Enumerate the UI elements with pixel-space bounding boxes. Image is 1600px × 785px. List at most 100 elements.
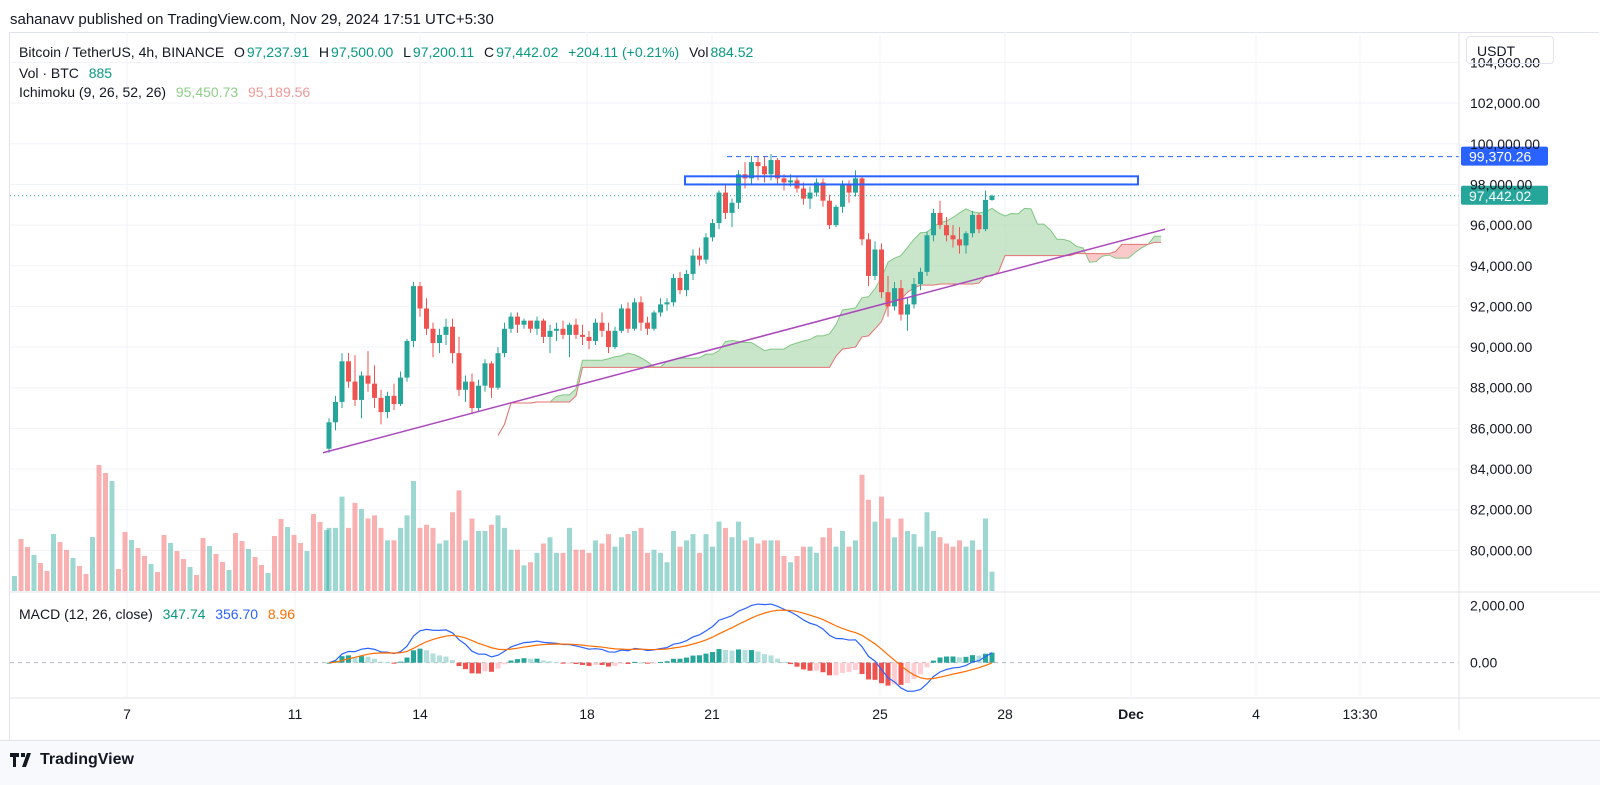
ichimoku-cloud-segment bbox=[680, 358, 687, 368]
ichimoku-cloud-segment bbox=[1115, 244, 1122, 259]
resistance-price-badge-text: 99,370.26 bbox=[1469, 149, 1531, 165]
volume-bar bbox=[346, 527, 351, 591]
ichimoku-cloud-segment bbox=[751, 342, 758, 368]
volume-bar bbox=[606, 534, 611, 591]
macd-histogram-bar bbox=[658, 661, 663, 663]
candle-body bbox=[632, 302, 637, 329]
macd-histogram-bar bbox=[489, 662, 494, 672]
change-value: +204.11 (+0.21%) bbox=[568, 44, 680, 60]
volume-bar bbox=[18, 539, 24, 591]
ichimoku-cloud-segment bbox=[979, 211, 986, 284]
ichimoku-cloud-segment bbox=[1135, 244, 1142, 253]
macd-histogram-bar bbox=[619, 662, 624, 664]
macd-histogram-bar bbox=[905, 662, 910, 684]
volume-bar bbox=[489, 524, 494, 591]
macd-histogram-bar bbox=[885, 662, 891, 686]
ichimoku-cloud-segment bbox=[829, 324, 836, 368]
volume-indicator-name: Vol · BTC bbox=[19, 65, 79, 81]
volume-bar bbox=[827, 527, 832, 591]
volume-bar bbox=[463, 540, 468, 591]
ichimoku-cloud-segment bbox=[699, 354, 706, 368]
macd-histogram-bar bbox=[853, 662, 858, 670]
ichimoku-cloud-segment bbox=[634, 354, 641, 368]
ichimoku-cloud-segment bbox=[706, 354, 713, 368]
volume-bar bbox=[359, 509, 364, 591]
candle-body bbox=[619, 308, 624, 331]
price-axis-label: 102,000.00 bbox=[1470, 95, 1540, 111]
macd-signal-value: 8.96 bbox=[267, 606, 296, 622]
macd-histogram-bar bbox=[404, 657, 410, 663]
candle-body bbox=[411, 286, 416, 341]
footer-bar: TradingView bbox=[0, 740, 1600, 785]
volume-bar bbox=[547, 537, 553, 591]
currency-selector[interactable]: USDT bbox=[1466, 36, 1554, 64]
ichimoku-cloud-segment bbox=[1005, 213, 1012, 256]
macd-histogram-bar bbox=[983, 653, 988, 663]
candle-body bbox=[918, 271, 923, 285]
macd-histogram-bar bbox=[456, 662, 462, 667]
volume-bar bbox=[116, 569, 121, 591]
ichimoku-cloud-segment bbox=[1024, 208, 1031, 256]
candle-body bbox=[833, 206, 839, 226]
volume-indicator-legend[interactable]: Vol · BTC 885 bbox=[19, 65, 114, 81]
ichimoku-cloud-segment bbox=[556, 394, 563, 402]
candle-body bbox=[463, 381, 468, 390]
ichimoku-cloud-segment bbox=[842, 308, 849, 350]
tradingview-logo[interactable]: TradingView bbox=[10, 751, 134, 769]
volume-bar bbox=[226, 570, 232, 591]
volume-bar bbox=[502, 527, 507, 591]
time-axis-label: 11 bbox=[288, 706, 303, 722]
volume-bar bbox=[703, 534, 709, 591]
time-axis-label: 7 bbox=[123, 706, 131, 722]
candle-body bbox=[768, 160, 774, 175]
macd-histogram-bar bbox=[755, 651, 761, 663]
macd-histogram-bar bbox=[716, 649, 722, 663]
candle-body bbox=[450, 326, 455, 354]
candle-body bbox=[528, 320, 533, 329]
macd-histogram-bar bbox=[768, 655, 774, 663]
macd-signal-line bbox=[328, 609, 993, 680]
volume-bar bbox=[716, 521, 722, 591]
volume-bar bbox=[207, 546, 212, 591]
symbol-name[interactable]: Bitcoin / TetherUS, 4h, BINANCE bbox=[19, 44, 225, 60]
volume-bar bbox=[710, 546, 715, 591]
macd-histogram-bar bbox=[573, 662, 579, 665]
macd-histogram-bar bbox=[567, 662, 572, 664]
volume-bar bbox=[528, 562, 533, 591]
ichimoku-cloud-segment bbox=[628, 353, 635, 368]
macd-histogram-bar bbox=[385, 662, 390, 664]
candle-body bbox=[417, 286, 423, 309]
ichimoku-span-a-line bbox=[497, 207, 1161, 436]
volume-bar bbox=[174, 551, 180, 591]
publish-header: sahanavv published on TradingView.com, N… bbox=[0, 0, 1600, 32]
macd-histogram-bar bbox=[664, 661, 670, 663]
volume-bar bbox=[788, 562, 793, 591]
ichimoku-cloud-segment bbox=[686, 358, 693, 368]
candle-body bbox=[476, 385, 481, 409]
ichimoku-cloud-segment bbox=[907, 239, 914, 293]
volume-bar bbox=[905, 531, 910, 591]
ichimoku-cloud-segment bbox=[771, 349, 778, 368]
tradingview-logo-icon bbox=[10, 753, 31, 767]
candle-body bbox=[352, 381, 358, 400]
ichimoku-cloud-segment bbox=[1122, 244, 1129, 259]
candle-body bbox=[424, 308, 429, 329]
candle-body bbox=[333, 401, 338, 423]
candle-body bbox=[911, 284, 917, 305]
candle-body bbox=[983, 199, 988, 230]
candle-body bbox=[437, 334, 442, 344]
candle-body bbox=[541, 320, 546, 337]
macd-histogram-value: 347.74 bbox=[162, 606, 206, 622]
candle-body bbox=[534, 320, 540, 329]
ichimoku-legend[interactable]: Ichimoku (9, 26, 52, 26) 95,450.73 95,18… bbox=[19, 84, 312, 100]
ichimoku-cloud-segment bbox=[992, 208, 999, 276]
ichimoku-cloud-segment bbox=[816, 335, 823, 368]
time-axis-label: Dec bbox=[1118, 706, 1144, 722]
price-chart[interactable]: 99,370.26 97,442.02 104,000.00 102,000.00 1… bbox=[0, 0, 1600, 740]
ichimoku-cloud-segment bbox=[1089, 253, 1096, 263]
candle-body bbox=[976, 214, 982, 230]
volume-bar bbox=[404, 515, 410, 591]
macd-histogram-bar bbox=[781, 661, 787, 663]
volume-bar bbox=[142, 556, 147, 591]
macd-legend[interactable]: MACD (12, 26, close) 347.74 356.70 8.96 bbox=[19, 606, 297, 622]
